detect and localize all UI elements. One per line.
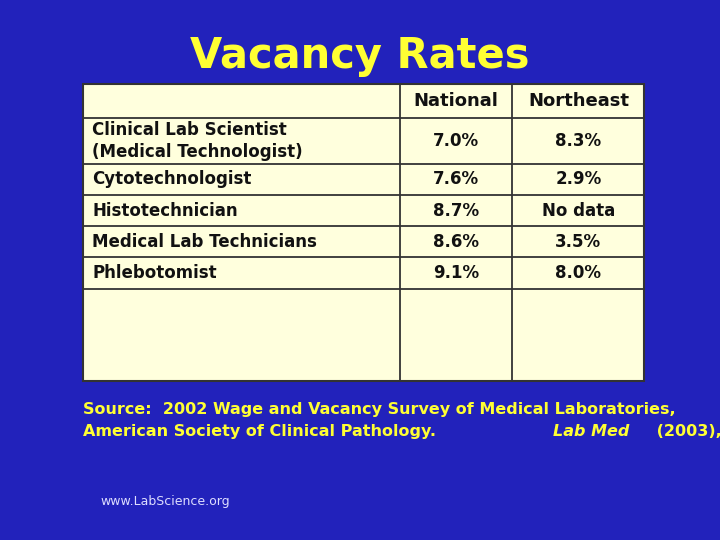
- Text: 3.5%: 3.5%: [555, 233, 601, 251]
- Text: 9.1%: 9.1%: [433, 264, 480, 282]
- Text: American Society of Clinical Pathology.: American Society of Clinical Pathology.: [83, 424, 447, 439]
- Text: Source:  2002 Wage and Vacancy Survey of Medical Laboratories,: Source: 2002 Wage and Vacancy Survey of …: [83, 402, 675, 417]
- Text: Histotechnician: Histotechnician: [92, 201, 238, 220]
- Text: Clinical Lab Scientist
(Medical Technologist): Clinical Lab Scientist (Medical Technolo…: [92, 121, 303, 160]
- Text: National: National: [414, 92, 499, 110]
- Bar: [83, 84, 644, 381]
- Text: No data: No data: [541, 201, 615, 220]
- Text: 8.0%: 8.0%: [555, 264, 601, 282]
- Text: Cytotechnologist: Cytotechnologist: [92, 171, 251, 188]
- Text: Vacancy Rates: Vacancy Rates: [190, 35, 530, 77]
- Text: 8.3%: 8.3%: [555, 132, 601, 150]
- Text: Medical Lab Technicians: Medical Lab Technicians: [92, 233, 317, 251]
- Text: Lab Med: Lab Med: [553, 424, 629, 439]
- Text: 7.6%: 7.6%: [433, 171, 480, 188]
- Text: Northeast: Northeast: [528, 92, 629, 110]
- Text: www.LabScience.org: www.LabScience.org: [101, 495, 230, 508]
- Text: 8.6%: 8.6%: [433, 233, 480, 251]
- Text: 7.0%: 7.0%: [433, 132, 480, 150]
- Text: 8.7%: 8.7%: [433, 201, 480, 220]
- Text: 2.9%: 2.9%: [555, 171, 601, 188]
- Text: Phlebotomist: Phlebotomist: [92, 264, 217, 282]
- Text: (2003), 34:702-707.: (2003), 34:702-707.: [652, 424, 720, 439]
